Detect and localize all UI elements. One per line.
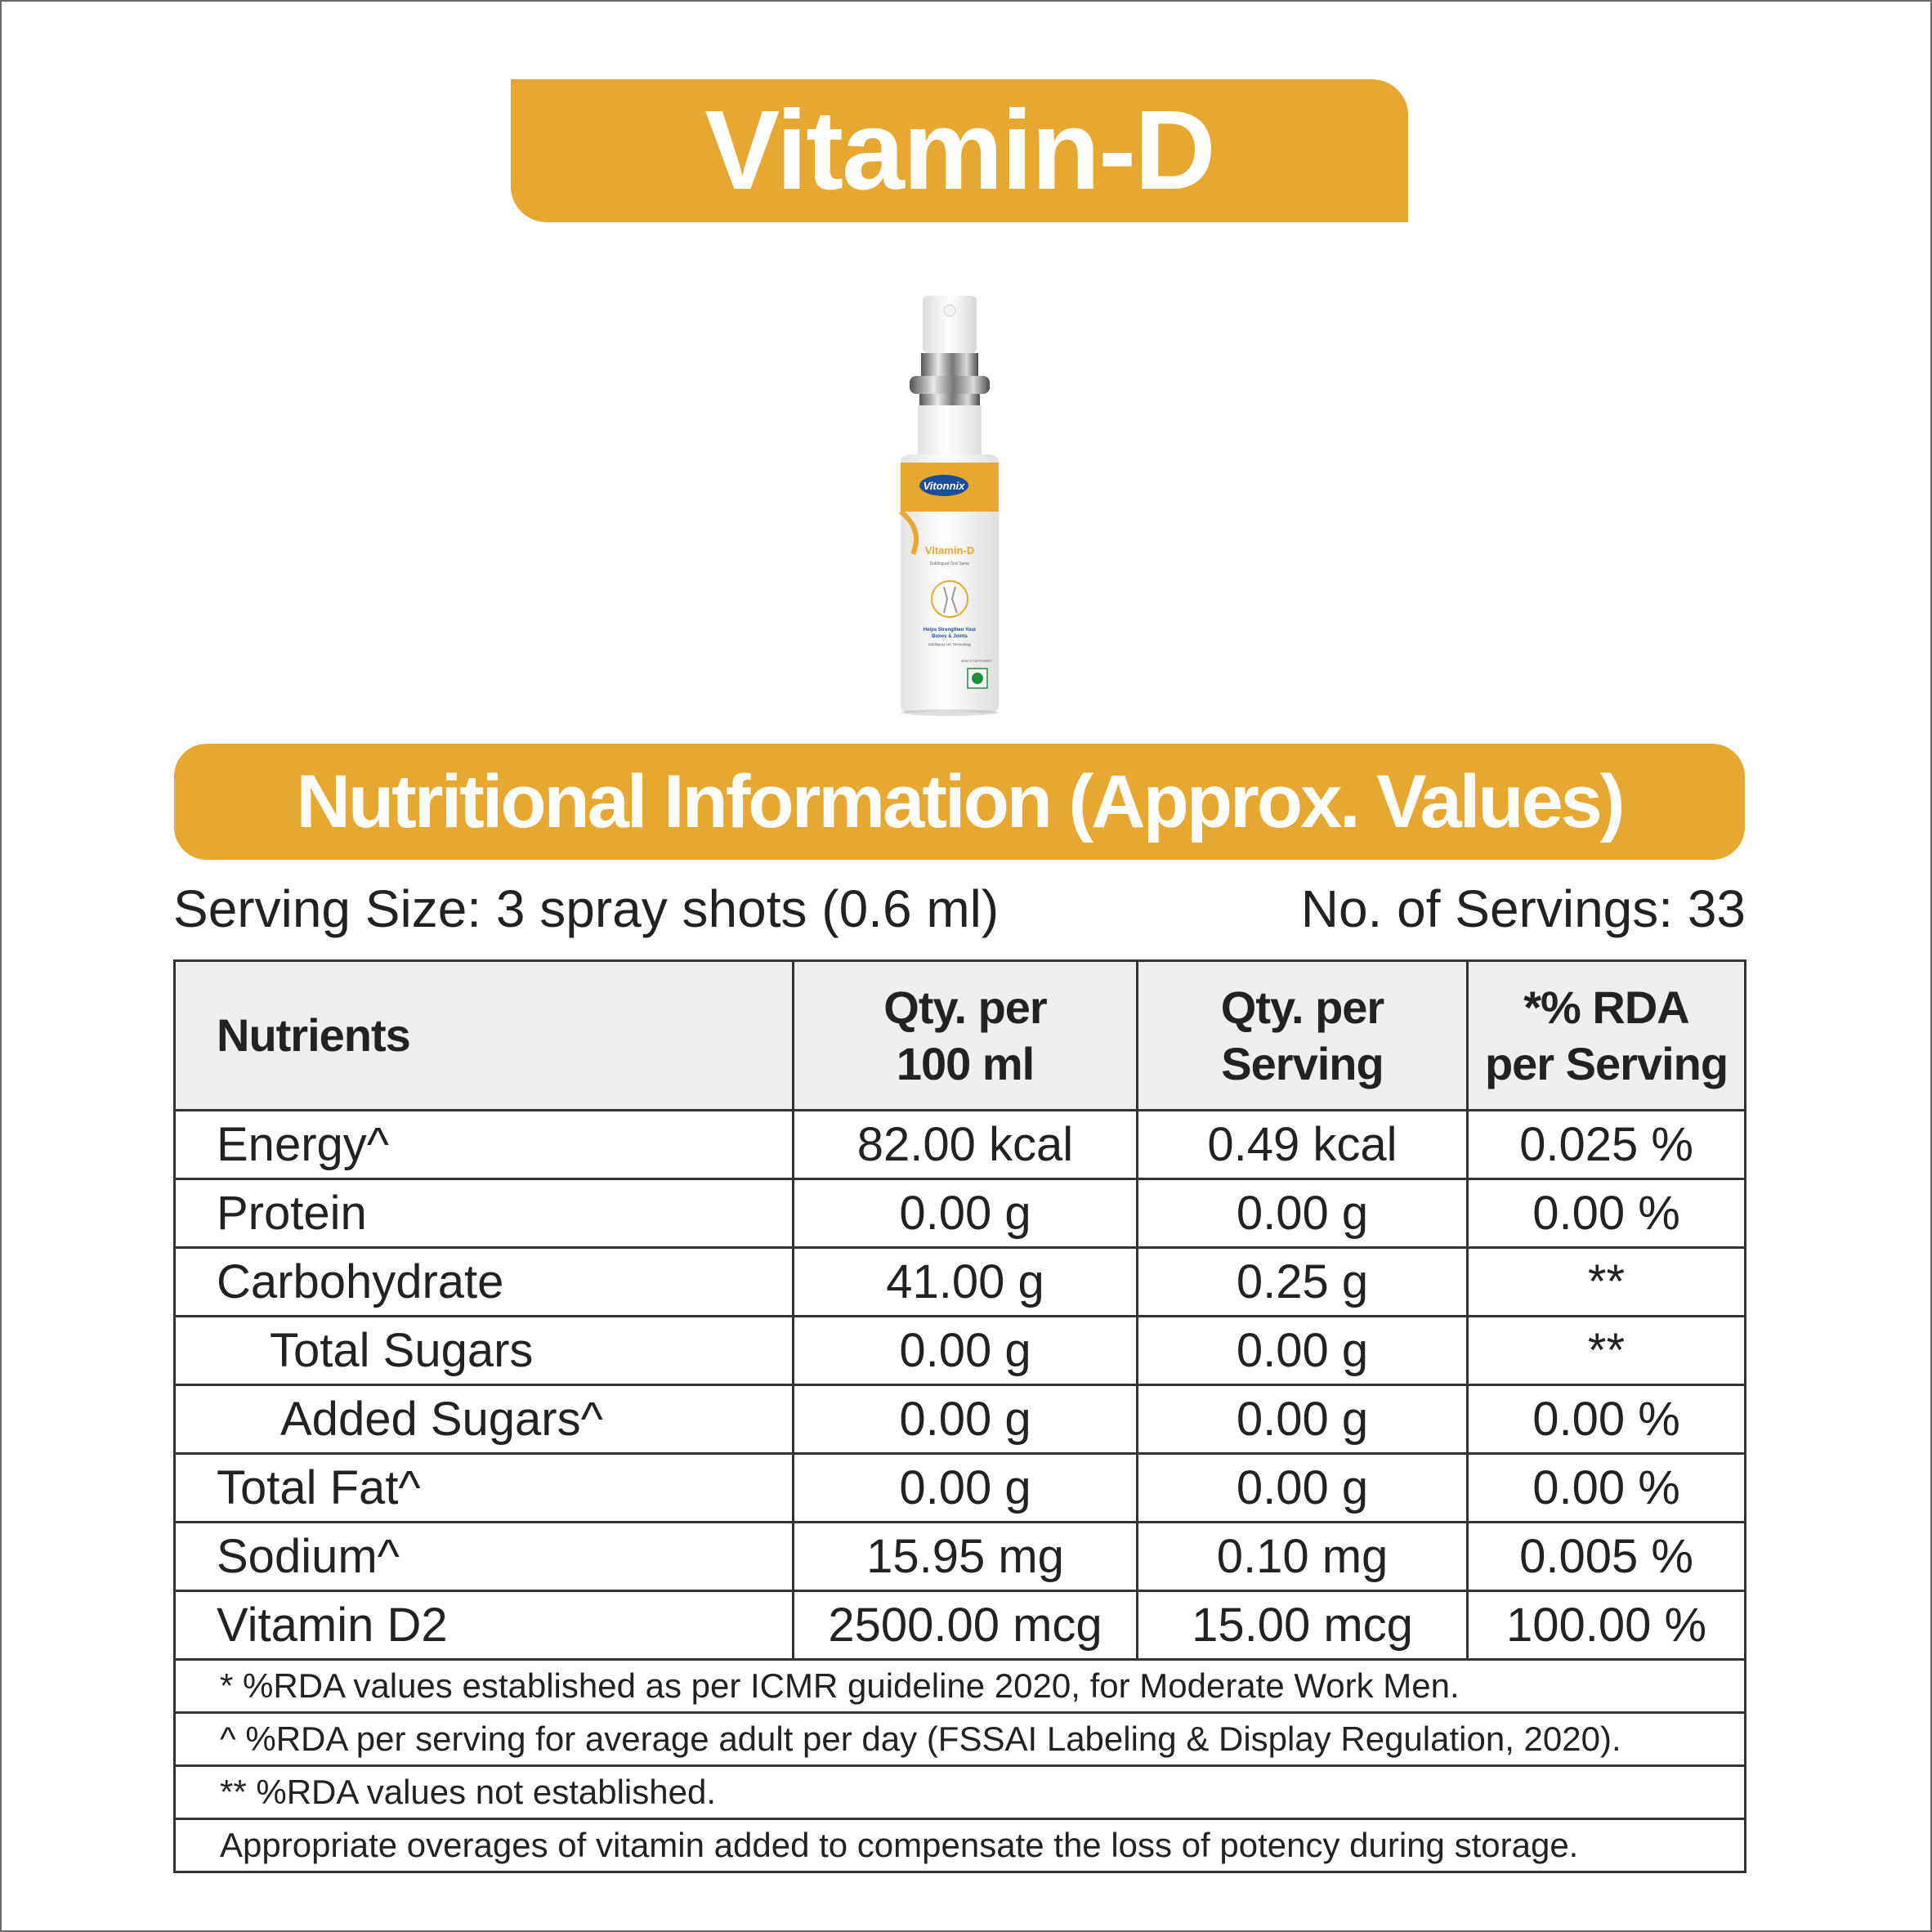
table-row: Protein 0.00 g 0.00 g 0.00 % <box>173 1178 1746 1249</box>
nutrient-name: Carbohydrate <box>173 1246 794 1317</box>
header-qty-per-100ml: Qty. per 100 ml <box>792 959 1138 1111</box>
rda-per-serving: 0.00 % <box>1466 1452 1746 1523</box>
qty-per-serving: 0.25 g <box>1136 1246 1469 1317</box>
qty-per-100ml: 0.00 g <box>792 1384 1138 1455</box>
qty-per-serving: 0.10 mg <box>1136 1521 1469 1592</box>
product-tech: Subllspray UK Technology <box>928 642 972 646</box>
rda-per-serving: 0.025 % <box>1466 1109 1746 1180</box>
table-row: Sodium^ 15.95 mg 0.10 mg 0.005 % <box>173 1521 1746 1592</box>
table-row: Total Fat^ 0.00 g 0.00 g 0.00 % <box>173 1452 1746 1523</box>
product-brand: Vitonnix <box>924 480 966 492</box>
qty-per-100ml: 0.00 g <box>792 1178 1138 1249</box>
title-banner: Vitamin-D <box>511 79 1408 222</box>
table-row: Energy^ 82.00 kcal 0.49 kcal 0.025 % <box>173 1109 1746 1180</box>
nutrition-table: Nutrients Qty. per 100 ml Qty. per Serving… <box>173 959 1746 1873</box>
qty-per-serving: 15.00 mcg <box>1136 1590 1469 1661</box>
section-title: Nutritional Information (Approx. Values) <box>296 759 1626 843</box>
qty-per-100ml: 0.00 g <box>792 1315 1138 1386</box>
footnote-row: Appropriate overages of vitamin added to… <box>173 1818 1746 1873</box>
qty-per-serving: 0.00 g <box>1136 1384 1469 1455</box>
product-subtitle: Sublingual Oral Spray <box>930 561 970 566</box>
table-row: Carbohydrate 41.00 g 0.25 g ** <box>173 1246 1746 1317</box>
rda-per-serving: ** <box>1466 1246 1746 1317</box>
qty-per-100ml: 15.95 mg <box>792 1521 1138 1592</box>
qty-per-serving: 0.00 g <box>1136 1178 1469 1249</box>
header-rda-per-serving: *% RDA per Serving <box>1466 959 1746 1111</box>
nutrient-name: Protein <box>173 1178 794 1249</box>
rda-per-serving: 0.00 % <box>1466 1384 1746 1455</box>
table-row: Added Sugars^ 0.00 g 0.00 g 0.00 % <box>173 1384 1746 1455</box>
footnote-row: ** %RDA values not established. <box>173 1764 1746 1820</box>
footnote: Appropriate overages of vitamin added to… <box>173 1818 1746 1873</box>
nutrient-name: Added Sugars^ <box>173 1384 794 1455</box>
qty-per-serving: 0.00 g <box>1136 1315 1469 1386</box>
rda-per-serving: ** <box>1466 1315 1746 1386</box>
qty-per-serving: 0.00 g <box>1136 1452 1469 1523</box>
qty-per-100ml: 2500.00 mcg <box>792 1590 1138 1661</box>
nutrition-banner: Nutritional Information (Approx. Values) <box>174 744 1745 860</box>
footnote: ^ %RDA per serving for average adult per… <box>173 1711 1746 1767</box>
footnote: * %RDA values established as per ICMR gu… <box>173 1658 1746 1714</box>
nutrient-name: Total Sugars <box>173 1315 794 1386</box>
serving-size: Serving Size: 3 spray shots (0.6 ml) <box>173 879 1000 938</box>
header-qty-per-serving: Qty. per Serving <box>1136 959 1469 1111</box>
product-tagline-1: Helps Strengthen Your <box>924 628 977 633</box>
nutrient-name: Sodium^ <box>173 1521 794 1592</box>
table-row: Total Sugars 0.00 g 0.00 g ** <box>173 1315 1746 1386</box>
footnote: ** %RDA values not established. <box>173 1764 1746 1820</box>
qty-per-100ml: 41.00 g <box>792 1246 1138 1317</box>
rda-per-serving: 0.005 % <box>1466 1521 1746 1592</box>
rda-per-serving: 0.00 % <box>1466 1178 1746 1249</box>
nutrient-name: Energy^ <box>173 1109 794 1180</box>
page-title: Vitamin-D <box>704 87 1216 213</box>
product-image: Vitonnix Vitamin-D Sublingual Oral Spray… <box>887 293 1058 718</box>
footnote-row: ^ %RDA per serving for average adult per… <box>173 1711 1746 1767</box>
qty-per-100ml: 0.00 g <box>792 1452 1138 1523</box>
servings-count: No. of Servings: 33 <box>1300 879 1746 938</box>
product-tagline-2: Bones & Joints <box>932 634 968 639</box>
spray-bottle-image: Vitonnix Vitamin-D Sublingual Oral Spray… <box>899 296 999 716</box>
header-nutrients: Nutrients <box>173 959 794 1111</box>
nutrient-name: Vitamin D2 <box>173 1590 794 1661</box>
table-row: Vitamin D2 2500.00 mcg 15.00 mcg 100.00 … <box>173 1590 1746 1661</box>
qty-per-100ml: 82.00 kcal <box>792 1109 1138 1180</box>
footnote-row: * %RDA values established as per ICMR gu… <box>173 1658 1746 1714</box>
table-header-row: Nutrients Qty. per 100 ml Qty. per Serving… <box>173 959 1746 1111</box>
product-supplement: HEALTH SUPPLEMENT <box>961 660 993 663</box>
nutrient-name: Total Fat^ <box>173 1452 794 1523</box>
rda-per-serving: 100.00 % <box>1466 1590 1746 1661</box>
product-label-title: Vitamin-D <box>925 544 974 557</box>
qty-per-serving: 0.49 kcal <box>1136 1109 1469 1180</box>
